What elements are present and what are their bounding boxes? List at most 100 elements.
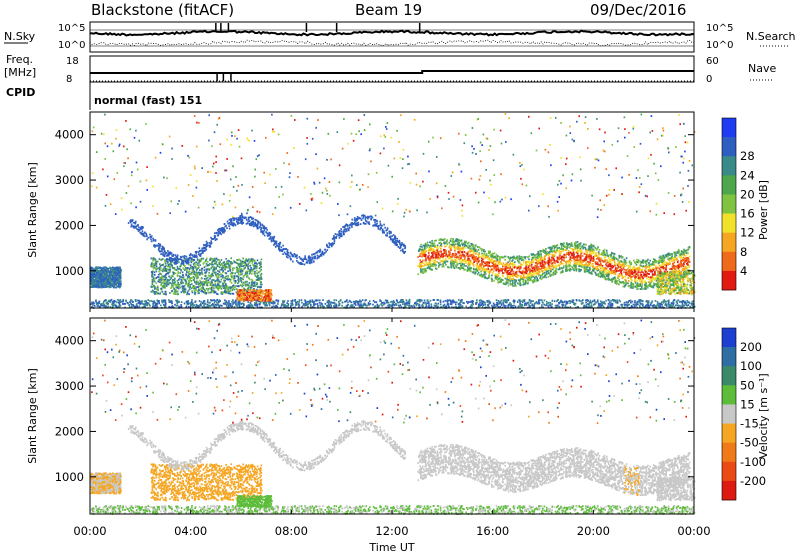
range-cell <box>212 271 214 273</box>
range-cell <box>185 267 187 269</box>
range-cell <box>612 305 614 307</box>
range-cell <box>259 293 261 295</box>
range-cell <box>370 219 372 221</box>
range-cell <box>684 302 686 304</box>
range-cell <box>171 301 173 303</box>
range-cell <box>334 299 336 301</box>
freq-left-tick-top: 18 <box>66 56 79 67</box>
range-cell <box>346 305 348 307</box>
range-cell <box>319 249 321 251</box>
range-cell <box>505 299 507 301</box>
range-cell <box>219 274 221 276</box>
range-cell <box>310 305 312 307</box>
range-cell <box>243 265 245 267</box>
range-cell <box>325 251 327 253</box>
range-cell <box>241 286 243 288</box>
range-cell <box>217 265 219 267</box>
range-cell <box>551 306 553 308</box>
range-cell <box>501 304 503 306</box>
range-cell <box>119 272 121 274</box>
range-cell <box>475 302 477 304</box>
range-cell <box>209 245 211 247</box>
range-cell <box>227 290 229 292</box>
range-cell <box>185 273 187 275</box>
range-cell <box>367 305 369 307</box>
range-cell <box>206 284 208 286</box>
range-cell <box>591 304 593 306</box>
range-cell <box>390 237 392 239</box>
range-cell <box>132 226 134 228</box>
range-cell <box>240 222 242 224</box>
range-cell <box>194 256 196 258</box>
range-cell <box>229 269 231 271</box>
freq-right-tick-top: 60 <box>706 56 719 67</box>
range-cell <box>98 286 100 288</box>
range-cell <box>211 268 213 270</box>
range-cell <box>287 305 289 307</box>
range-cell <box>351 222 353 224</box>
range-cell <box>109 276 111 278</box>
range-cell <box>164 302 166 304</box>
range-cell <box>177 275 179 277</box>
range-cell <box>417 303 419 305</box>
range-cell <box>678 299 680 301</box>
range-cell <box>217 282 219 284</box>
range-cell <box>446 305 448 307</box>
range-cell <box>224 303 226 305</box>
range-cell <box>280 250 282 252</box>
range-cell <box>379 229 381 231</box>
range-cell <box>100 274 102 276</box>
range-cell <box>139 306 141 308</box>
range-cell <box>612 303 614 305</box>
range-cell <box>178 261 180 263</box>
range-cell <box>341 235 343 237</box>
range-cell <box>140 233 142 235</box>
range-cell <box>271 306 273 308</box>
range-cell <box>101 304 103 306</box>
range-cell <box>152 305 154 307</box>
range-cell <box>202 247 204 249</box>
range-cell <box>360 301 362 303</box>
range-cell <box>144 301 146 303</box>
range-cell <box>195 290 197 292</box>
range-cell <box>230 279 232 281</box>
range-cell <box>149 304 151 306</box>
range-cell <box>241 281 243 283</box>
range-cell <box>238 259 240 261</box>
range-cell <box>207 261 209 263</box>
range-cell <box>357 216 359 218</box>
range-cell <box>166 285 168 287</box>
range-cell <box>253 285 255 287</box>
range-cell <box>258 271 260 273</box>
range-cell <box>380 223 382 225</box>
range-cell <box>94 282 96 284</box>
range-cell <box>194 291 196 293</box>
range-cell <box>233 277 235 279</box>
range-cell <box>162 301 164 303</box>
range-cell <box>456 301 458 303</box>
range-cell <box>329 304 331 306</box>
range-cell <box>262 290 264 292</box>
range-cell <box>448 306 450 308</box>
range-cell <box>248 284 250 286</box>
range-cell <box>329 244 331 246</box>
range-cell <box>331 305 333 307</box>
range-cell <box>353 301 355 303</box>
range-cell <box>526 303 528 305</box>
range-cell <box>396 300 398 302</box>
range-cell <box>221 263 223 265</box>
range-cell <box>421 300 423 302</box>
range-cell <box>198 292 200 294</box>
range-cell <box>107 270 109 272</box>
range-cell <box>221 259 223 261</box>
range-cell <box>400 250 402 252</box>
range-cell <box>118 285 120 287</box>
range-cell <box>197 258 199 260</box>
range-cell <box>269 232 271 234</box>
range-cell <box>181 301 183 303</box>
range-cell <box>161 285 163 287</box>
range-cell <box>589 301 591 303</box>
range-cell <box>128 222 130 224</box>
range-cell <box>508 299 510 301</box>
range-cell <box>194 286 196 288</box>
